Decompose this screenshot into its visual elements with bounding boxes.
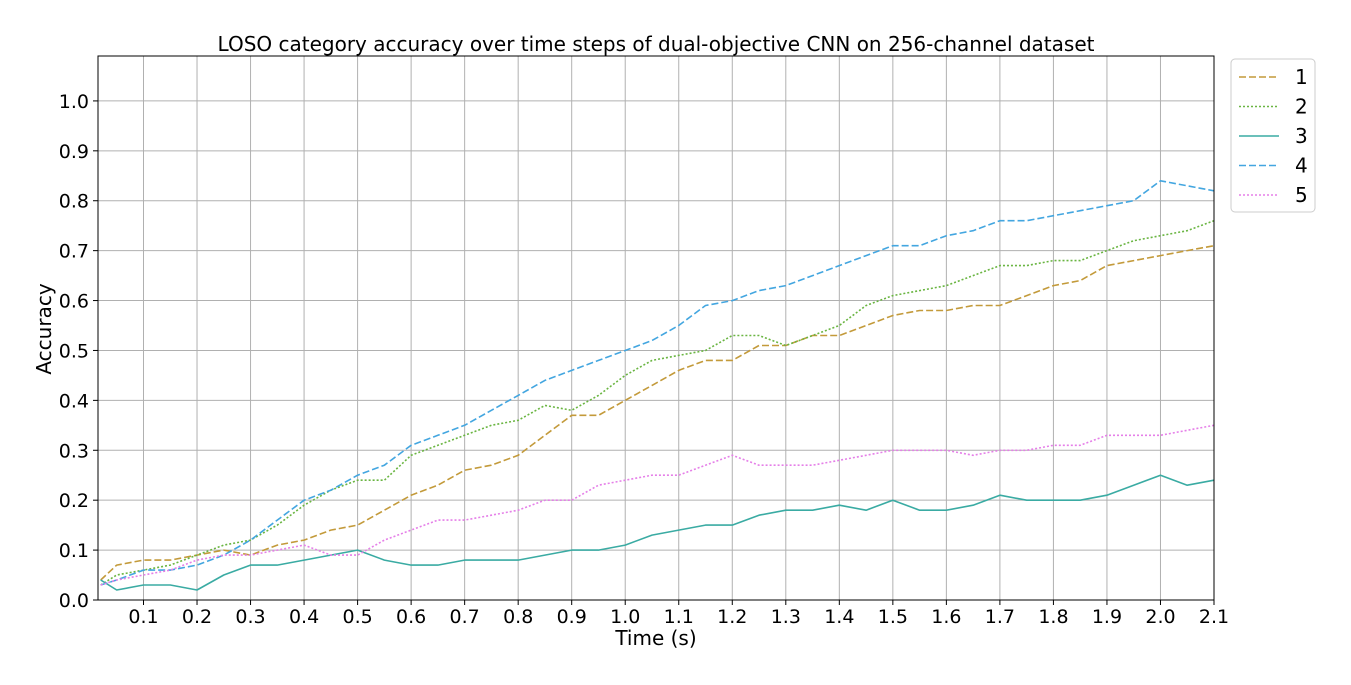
x-tick-label: 1.9 [1092,606,1122,628]
y-tick-label: 0.4 [59,390,89,412]
y-tick-label: 0.2 [59,490,89,512]
y-axis-label: Accuracy [32,283,56,374]
y-axis: 0.0 0.1 0.2 0.3 0.4 0.5 0.6 0.7 0.8 0.9 1.0 [59,91,98,612]
x-tick-label: 1.5 [878,606,908,628]
x-tick-label: 1.2 [717,606,747,628]
legend-label-3: 3 [1295,124,1308,148]
x-tick-label: 0.8 [503,606,533,628]
y-tick-label: 0.6 [59,291,89,313]
legend-label-5: 5 [1295,183,1308,207]
x-tick-label: 1.0 [610,606,640,628]
y-tick-label: 0.1 [59,540,89,562]
legend-label-1: 1 [1295,65,1308,89]
y-tick-label: 0.3 [59,440,89,462]
x-tick-label: 0.9 [557,606,587,628]
series-line-2 [100,219,1215,586]
plot-frame [97,55,1215,601]
x-tick-label: 1.8 [1038,606,1068,628]
grid [98,56,1215,601]
series-line-5 [100,424,1215,586]
y-tick-label: 0.7 [59,241,89,263]
series-layer [100,180,1215,591]
legend: 1 2 3 4 5 [1230,58,1316,213]
x-tick-label: 2.0 [1145,606,1175,628]
x-tick-label: 0.2 [182,606,212,628]
y-tick-label: 1.0 [59,91,89,113]
x-axis: 0.1 0.2 0.3 0.4 0.5 0.6 0.7 0.8 0.9 1.0 1.1 1.2 1.3 1… [128,600,1229,628]
x-tick-label: 0.7 [450,606,480,628]
y-tick-label: 0.9 [59,141,89,163]
chart-title: LOSO category accuracy over time steps o… [218,32,1095,56]
y-tick-label: 0.0 [59,590,89,612]
x-tick-label: 1.4 [824,606,854,628]
x-tick-label: 1.3 [771,606,801,628]
series-line-4 [100,180,1215,586]
series-line-1 [100,244,1215,581]
x-tick-label: 0.1 [128,606,158,628]
legend-label-2: 2 [1295,95,1308,119]
x-tick-label: 1.7 [985,606,1015,628]
series-line-3 [100,474,1215,591]
x-tick-label: 0.5 [342,606,372,628]
x-tick-label: 0.3 [235,606,265,628]
x-tick-label: 0.4 [289,606,319,628]
x-tick-label: 1.1 [664,606,694,628]
legend-label-4: 4 [1295,154,1308,178]
y-tick-label: 0.8 [59,191,89,213]
x-tick-label: 1.6 [931,606,961,628]
x-axis-label: Time (s) [614,626,696,650]
y-tick-label: 0.5 [59,340,89,362]
x-tick-label: 2.1 [1199,606,1229,628]
x-tick-label: 0.6 [396,606,426,628]
